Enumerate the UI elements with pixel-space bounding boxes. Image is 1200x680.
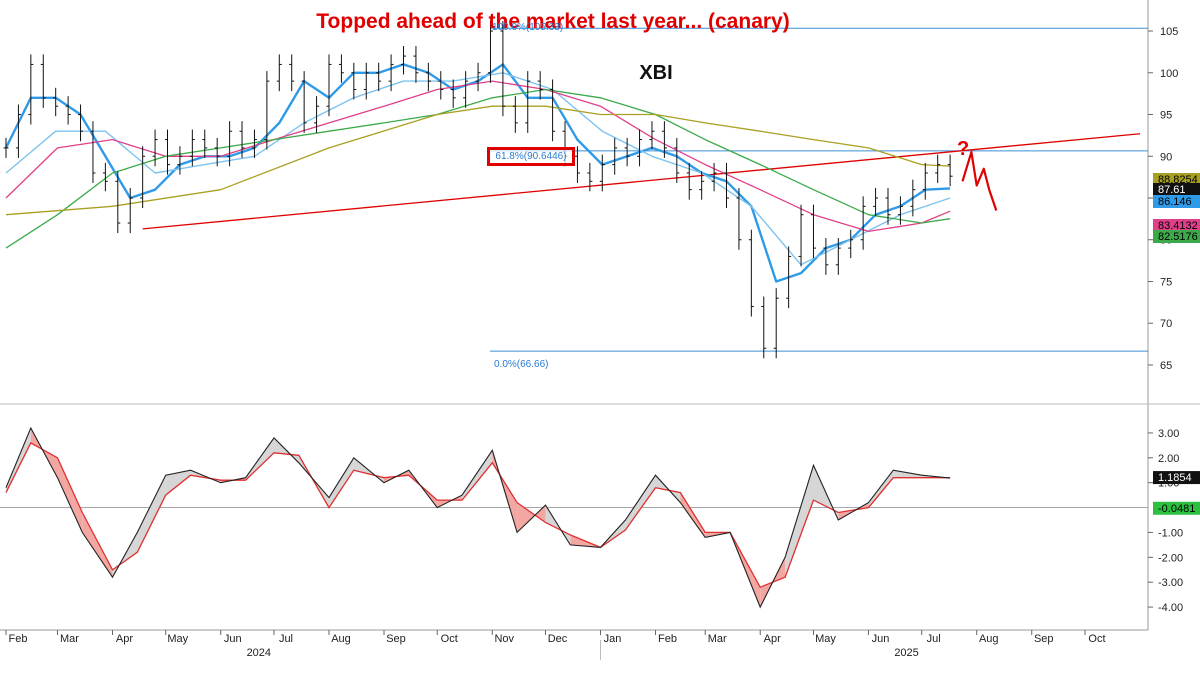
price-axis-tick-label: 65 bbox=[1160, 360, 1172, 372]
month-label: Jun bbox=[224, 633, 242, 645]
osc-fill-segment bbox=[868, 470, 894, 508]
osc-axis-tick-label: -2.00 bbox=[1158, 552, 1183, 564]
month-label: Sep bbox=[386, 633, 406, 645]
chart-title: Topped ahead of the market last year... … bbox=[316, 10, 790, 33]
osc-signal-line bbox=[5, 442, 951, 589]
price-tag-bg bbox=[1153, 173, 1200, 186]
osc-tag-bg bbox=[1153, 471, 1200, 485]
month-label: Feb bbox=[9, 633, 28, 645]
month-label: Jul bbox=[279, 633, 293, 645]
osc-fill-segment bbox=[785, 465, 814, 578]
month-label: Apr bbox=[116, 633, 133, 645]
month-label: Sep bbox=[1034, 633, 1054, 645]
month-label: Apr bbox=[764, 633, 781, 645]
year-label: 2025 bbox=[894, 647, 918, 659]
month-label: Jan bbox=[604, 633, 622, 645]
price-tag: 83.4132 bbox=[1158, 220, 1198, 232]
osc-fill-segment bbox=[893, 470, 922, 478]
month-label: Dec bbox=[548, 633, 568, 645]
price-axis-tick-label: 95 bbox=[1160, 110, 1172, 122]
fib-mid-label: 61.8%(90.6446) bbox=[495, 151, 567, 162]
month-label: Jun bbox=[872, 633, 890, 645]
osc-axis-tick-label: 3.00 bbox=[1158, 428, 1179, 440]
price-axis-tick-label: 90 bbox=[1160, 151, 1172, 163]
osc-fill-segment bbox=[328, 457, 354, 508]
month-label: Jul bbox=[927, 633, 941, 645]
price-tag: 82.5176 bbox=[1158, 231, 1198, 243]
osc-line bbox=[5, 426, 951, 609]
month-label: Aug bbox=[979, 633, 999, 645]
month-label: Mar bbox=[708, 633, 727, 645]
month-label: Mar bbox=[60, 633, 79, 645]
month-label: Oct bbox=[441, 633, 458, 645]
month-label: May bbox=[815, 633, 836, 645]
osc-axis-tick-label: -4.00 bbox=[1158, 602, 1183, 614]
osc-fill-segment bbox=[165, 470, 191, 496]
osc-tag: -0.0481 bbox=[1158, 503, 1195, 515]
price-axis-tick-label: 70 bbox=[1160, 318, 1172, 330]
price-tag: 86.146 bbox=[1158, 196, 1192, 208]
month-label: Aug bbox=[331, 633, 351, 645]
question-mark-annotation: ? bbox=[957, 138, 970, 160]
ma-line-ma-fast bbox=[4, 63, 951, 283]
price-tag-bg bbox=[1153, 219, 1200, 232]
price-tag-bg bbox=[1153, 195, 1200, 208]
month-label: Oct bbox=[1088, 633, 1105, 645]
osc-fill-segment bbox=[57, 457, 83, 533]
osc-fill-segment bbox=[437, 495, 463, 508]
osc-tag: 1.1854 bbox=[1158, 472, 1192, 484]
price-axis-tick-label: 100 bbox=[1160, 68, 1178, 80]
ma-line-ma-green bbox=[5, 88, 951, 249]
ma-line-ma-olive bbox=[5, 105, 951, 216]
osc-fill-segment bbox=[137, 475, 166, 553]
price-axis-tick-label: 105 bbox=[1160, 26, 1178, 38]
price-tag-bg bbox=[1153, 230, 1200, 243]
fib-high-label: 100.0%(105.33) bbox=[492, 22, 564, 33]
year-label: 2024 bbox=[247, 647, 271, 659]
ticker-label: XBI bbox=[639, 62, 673, 84]
osc-tag-bg bbox=[1153, 501, 1200, 515]
fib-low-label: 0.0%(66.66) bbox=[494, 359, 549, 370]
projection-line bbox=[961, 151, 998, 211]
price-tag-bg bbox=[1153, 183, 1200, 196]
month-label: Feb bbox=[658, 633, 677, 645]
fib-mid-box: 61.8%(90.6446) bbox=[487, 147, 575, 166]
osc-axis-tick-label: 2.00 bbox=[1158, 453, 1179, 465]
osc-fill-segment bbox=[82, 512, 113, 578]
osc-axis-tick-label: -3.00 bbox=[1158, 577, 1183, 589]
price-tag: 87.61 bbox=[1158, 184, 1186, 196]
osc-fill-segment bbox=[462, 450, 493, 501]
trendline bbox=[142, 133, 1141, 230]
ma-line-ma-pink bbox=[5, 80, 951, 233]
osc-axis-tick-label: -1.00 bbox=[1158, 527, 1183, 539]
osc-fill-segment bbox=[625, 475, 656, 530]
osc-fill-segment bbox=[680, 492, 706, 538]
price-axis-tick-label: 75 bbox=[1160, 276, 1172, 288]
month-label: Nov bbox=[494, 633, 514, 645]
month-label: May bbox=[167, 633, 188, 645]
